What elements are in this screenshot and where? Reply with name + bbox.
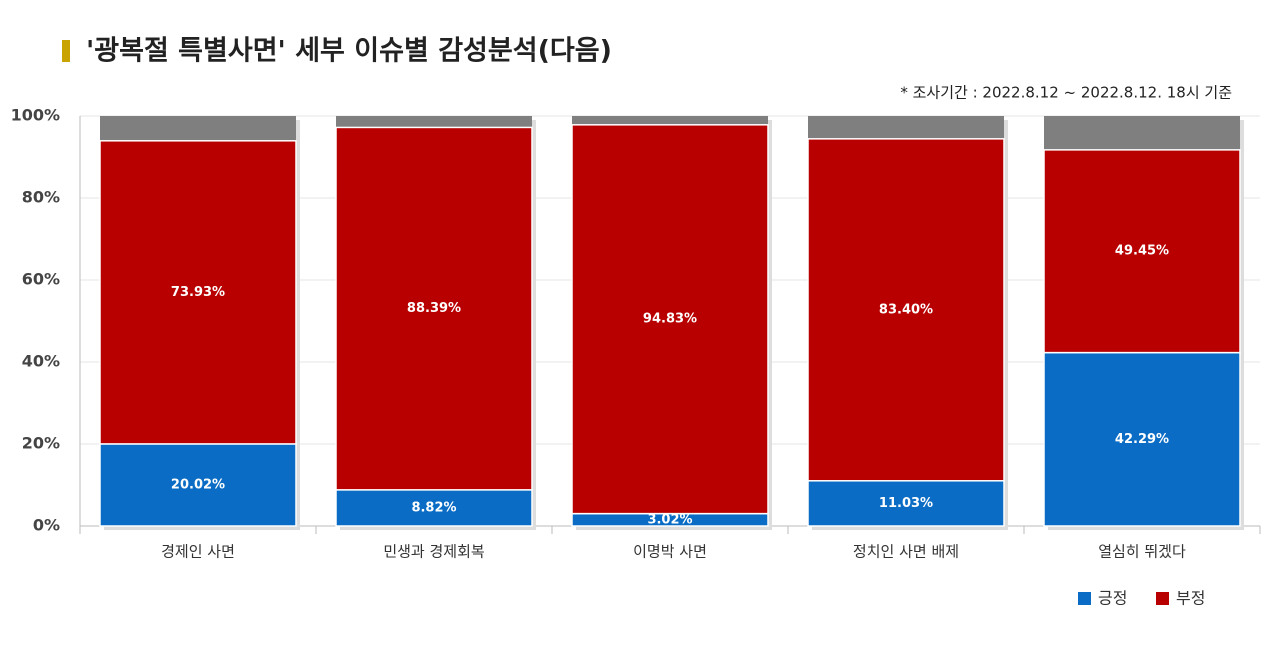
x-tick-label: 열심히 뛰겠다	[1098, 543, 1186, 561]
bar-segment	[1043, 351, 1241, 527]
bar-segment	[335, 126, 533, 491]
bar-segment	[99, 140, 297, 445]
value-label: 83.40%	[879, 302, 933, 317]
y-tick-label: 80%	[22, 188, 60, 207]
bar-segment	[335, 489, 533, 527]
chart-title: '광복절 특별사면' 세부 이슈별 감성분석(다음)	[86, 36, 612, 67]
bar-segment	[99, 443, 297, 527]
chart-subtitle: * 조사기간 : 2022.8.12 ~ 2022.8.12. 18시 기준	[900, 84, 1232, 102]
y-tick-label: 40%	[22, 352, 60, 371]
y-tick-label: 20%	[22, 434, 60, 453]
value-label: 8.82%	[411, 500, 456, 515]
value-label: 11.03%	[879, 496, 933, 511]
bar-segment	[1043, 149, 1241, 354]
bar-segment	[807, 138, 1005, 482]
x-tick-label: 민생과 경제회복	[383, 543, 484, 561]
x-tick-label: 정치인 사면 배제	[853, 543, 959, 561]
x-tick-label: 이명박 사면	[633, 543, 707, 561]
value-label: 49.45%	[1115, 244, 1169, 259]
title-marker	[62, 40, 70, 62]
value-label: 73.93%	[171, 285, 225, 300]
bar-segment	[571, 124, 769, 515]
value-label: 94.83%	[643, 312, 697, 327]
bar-segment	[807, 480, 1005, 527]
legend-label: 부정	[1176, 589, 1205, 608]
value-label: 42.29%	[1115, 432, 1169, 447]
legend-label: 긍정	[1098, 589, 1127, 608]
value-label: 88.39%	[407, 301, 461, 316]
value-label: 3.02%	[647, 512, 692, 527]
legend-swatch	[1156, 592, 1169, 605]
y-tick-label: 0%	[33, 516, 60, 535]
legend-swatch	[1078, 592, 1091, 605]
x-tick-label: 경제인 사면	[161, 543, 235, 561]
y-tick-label: 60%	[22, 270, 60, 289]
value-label: 20.02%	[171, 477, 225, 492]
y-tick-label: 100%	[11, 106, 60, 125]
